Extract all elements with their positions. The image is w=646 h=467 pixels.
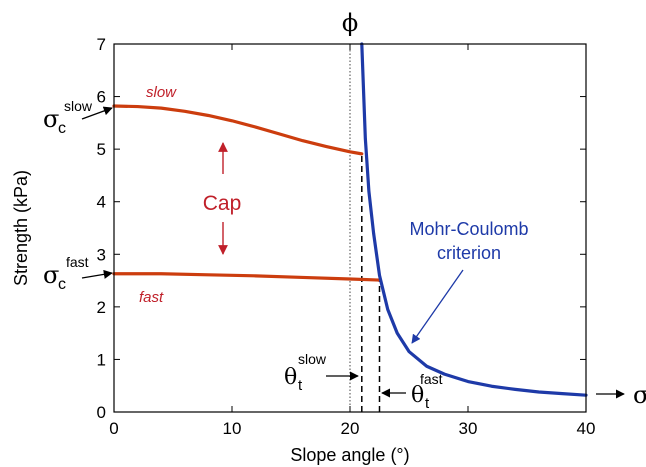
reference-lines [349, 44, 381, 412]
mohr-coulomb-label-line2: criterion [437, 243, 501, 263]
y-tick-label-6: 6 [97, 88, 106, 107]
theta-t-slow-label: θ t slow [284, 351, 359, 394]
sigma-c-fast-label: σ c fast [43, 254, 113, 293]
series-layer [112, 42, 588, 397]
y-tick-label-2: 2 [97, 298, 106, 317]
x-tick-label-20: 20 [341, 419, 360, 438]
theta-slow-symbol: θ [284, 365, 297, 390]
sigma-c-fast-symbol: σ [43, 261, 59, 289]
sigma-c-slow-subscript: c [58, 120, 66, 137]
x-tick-label-40: 40 [577, 419, 596, 438]
theta-fast-superscript: fast [420, 371, 443, 387]
y-tick-label-5: 5 [97, 140, 106, 159]
y-tick-label-3: 3 [97, 245, 106, 264]
series-line-fast [112, 272, 382, 282]
cap-label: Cap [203, 192, 242, 215]
x-tick-label-10: 10 [223, 419, 242, 438]
fast-curve-label: fast [139, 289, 164, 306]
y-axis-title: Strength (kPa) [11, 170, 31, 286]
sigma-t-symbol-cut: σ [633, 381, 646, 409]
mohr-coulomb-arrow [411, 269, 464, 344]
sigma-c-slow-label: σ c slow [43, 98, 113, 137]
slow-curve-label: slow [146, 84, 177, 101]
x-axis-title: Slope angle (°) [290, 445, 409, 465]
y-tick-label-1: 1 [97, 350, 106, 369]
y-tick-label-0: 0 [97, 403, 106, 422]
sigma-c-fast-superscript: fast [66, 254, 89, 270]
y-tick-label-7: 7 [97, 35, 106, 54]
sigma-c-fast-arrow [81, 269, 113, 279]
theta-fast-symbol: θ [411, 383, 424, 408]
theta-slow-subscript: t [298, 377, 303, 394]
theta-t-fast-label: θ t fast [381, 371, 443, 412]
y-tick-label-4: 4 [97, 193, 106, 212]
phi-label: ϕ [342, 9, 358, 37]
theta-fast-subscript: t [425, 395, 430, 412]
sigma-c-fast-subscript: c [58, 276, 66, 293]
series-line-slow [112, 104, 364, 156]
sigma-c-slow-symbol: σ [43, 105, 59, 133]
sigma-c-slow-superscript: slow [64, 98, 93, 114]
x-tick-label-0: 0 [109, 419, 118, 438]
mohr-coulomb-label-line1: Mohr-Coulomb [409, 219, 528, 239]
series-line-mohr-coulomb-criterion [360, 42, 588, 397]
ticks-layer: 0 10 20 30 40 0 1 2 3 4 5 6 7 [97, 35, 596, 438]
theta-slow-superscript: slow [298, 351, 327, 367]
sigma-c-slow-arrow [81, 106, 113, 120]
x-tick-label-30: 30 [459, 419, 478, 438]
